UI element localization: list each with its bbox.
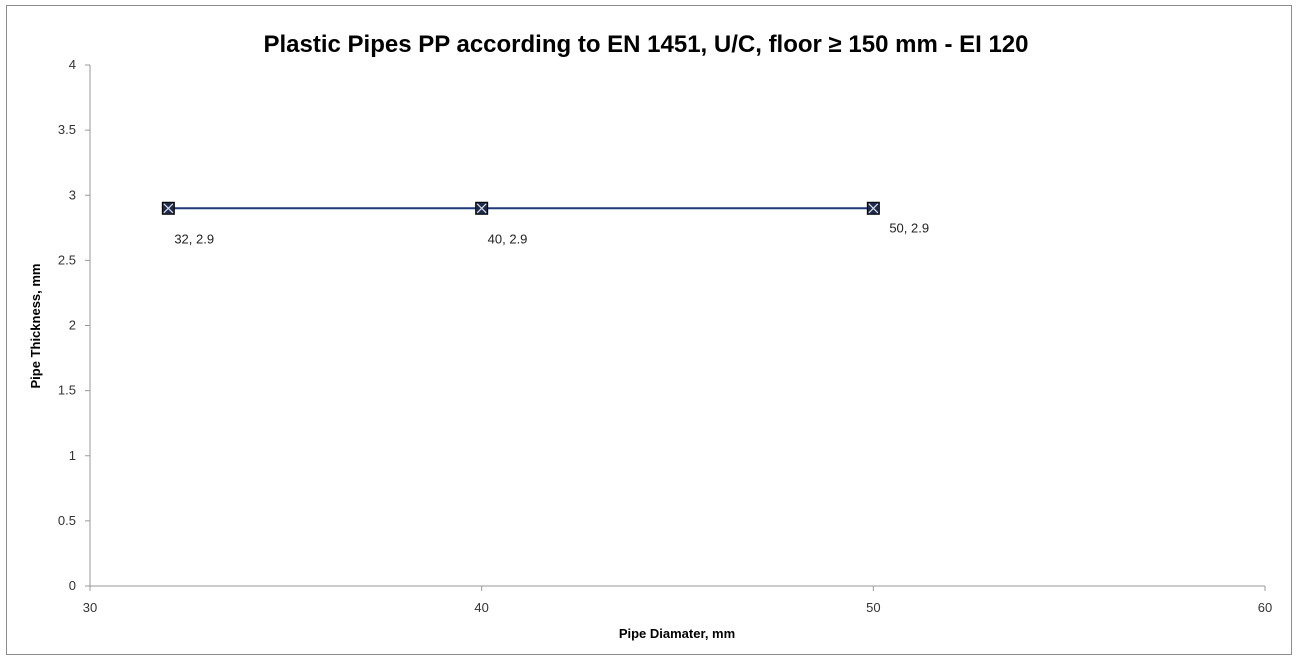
x-tick-label: 40 xyxy=(474,600,488,615)
x-tick-label: 50 xyxy=(866,600,880,615)
data-label: 40, 2.9 xyxy=(488,231,528,246)
x-tick-label: 60 xyxy=(1258,600,1272,615)
chart-title: Plastic Pipes PP according to EN 1451, U… xyxy=(263,31,1028,58)
x-tick-label: 30 xyxy=(83,600,97,615)
x-ticks: 30 40 50 60 xyxy=(83,586,1272,615)
y-tick-label: 1 xyxy=(69,448,76,463)
y-tick-label: 3.5 xyxy=(58,122,76,137)
y-tick-label: 0 xyxy=(69,578,76,593)
y-tick-label: 0.5 xyxy=(58,513,76,528)
y-tick-label: 1.5 xyxy=(58,383,76,398)
data-point-marker xyxy=(161,201,175,215)
data-label: 50, 2.9 xyxy=(889,220,929,235)
x-axis: 30 40 50 60 xyxy=(83,585,1272,615)
y-tick-label: 3 xyxy=(69,187,76,202)
y-tick-label: 2 xyxy=(69,318,76,333)
y-tick-label: 2.5 xyxy=(58,252,76,267)
x-axis-title: Pipe Diamater, mm xyxy=(619,626,735,641)
data-point-marker xyxy=(475,201,489,215)
data-label: 32, 2.9 xyxy=(174,231,214,246)
y-tick-label: 4 xyxy=(69,57,76,72)
series-layer: 32, 2.9 40, 2.9 50, 2.9 xyxy=(161,201,929,246)
y-axis: 0 0.5 1 1.5 2 2.5 3 3.5 4 xyxy=(58,57,91,593)
y-ticks: 0 0.5 1 1.5 2 2.5 3 3.5 4 xyxy=(58,57,90,593)
chart-frame xyxy=(6,5,1292,655)
data-point-marker xyxy=(866,201,880,215)
y-axis-title: Pipe Thickness, mm xyxy=(28,264,43,389)
